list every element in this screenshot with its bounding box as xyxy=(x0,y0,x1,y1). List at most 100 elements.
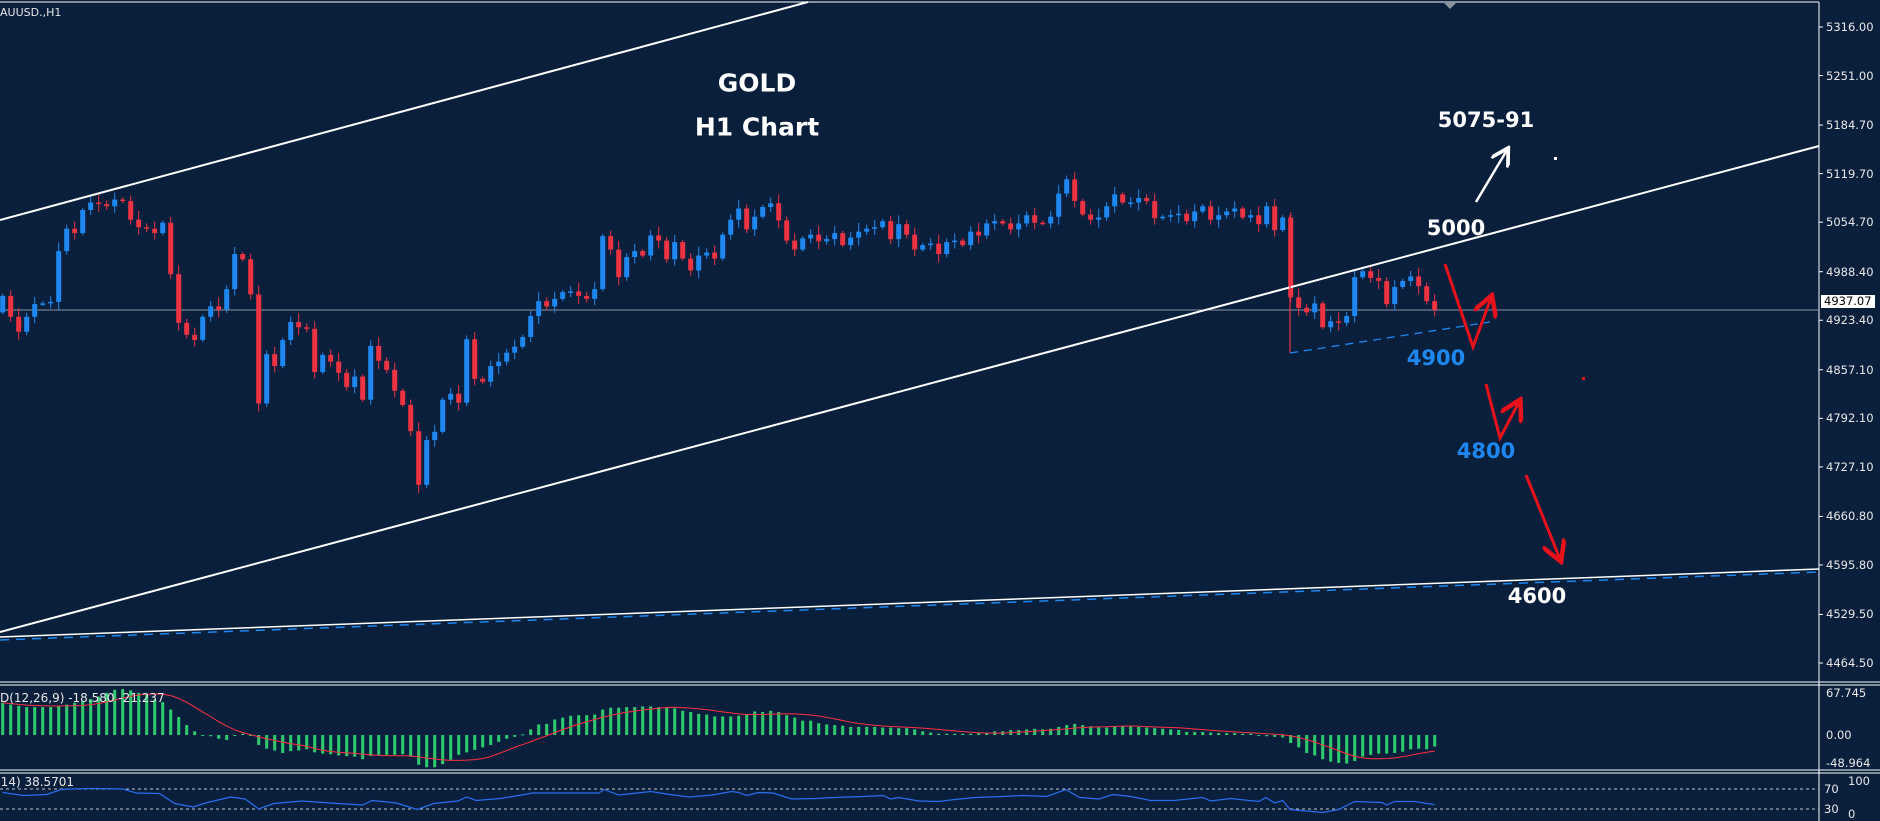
candle-bear xyxy=(152,228,158,234)
macd-histogram-bar xyxy=(265,735,269,749)
candle-bull xyxy=(968,231,974,246)
macd-histogram-bar xyxy=(1217,733,1221,735)
upper-channel-line[interactable] xyxy=(0,1,809,221)
macd-histogram-bar xyxy=(649,706,653,735)
candle-bull xyxy=(1352,277,1358,317)
candle-bull xyxy=(528,316,534,337)
macd-histogram-bar xyxy=(537,724,541,735)
candle-bear xyxy=(384,360,390,370)
candle-bear xyxy=(1320,303,1326,328)
macd-histogram-bar xyxy=(1041,729,1045,735)
macd-histogram-bar xyxy=(1337,735,1341,763)
macd-histogram-bar xyxy=(121,689,125,735)
macd-histogram-bar xyxy=(257,735,261,745)
price-axis-tick: 4857.10 xyxy=(1826,362,1874,377)
candle-bear xyxy=(312,328,318,373)
lower-channel-line[interactable] xyxy=(0,145,1820,633)
candle-bear xyxy=(16,316,22,332)
macd-histogram-bar xyxy=(441,735,445,765)
rsi-axis-70: 70 xyxy=(1824,782,1839,796)
candle-bear xyxy=(576,291,582,296)
macd-histogram-bar xyxy=(137,692,141,735)
macd-histogram-bar xyxy=(689,712,693,735)
candle-bull xyxy=(992,221,998,224)
candle-bull xyxy=(208,306,214,317)
macd-histogram-bar xyxy=(49,707,53,735)
macd-histogram-bar xyxy=(313,735,317,753)
candle-bear xyxy=(400,390,406,405)
candle-bear xyxy=(1040,222,1046,225)
macd-histogram-bar xyxy=(553,719,557,735)
candle-bull xyxy=(568,291,574,293)
candle-bull xyxy=(1176,213,1182,216)
candle-bear xyxy=(416,431,422,485)
candle-bull xyxy=(824,239,830,242)
local-support-dashed-line[interactable] xyxy=(1289,321,1491,354)
candle-bull xyxy=(40,303,46,305)
candle-bull xyxy=(520,336,526,347)
candle-bear xyxy=(1288,217,1294,298)
candle-bull xyxy=(1264,206,1270,225)
red-zigzag-arrow-1[interactable] xyxy=(1443,263,1491,352)
macd-histogram-bar xyxy=(865,726,869,735)
price-axis-tick: 5184.70 xyxy=(1826,118,1874,133)
price-axis-tick: 4660.80 xyxy=(1826,509,1874,524)
macd-histogram-bar xyxy=(593,714,597,735)
candle-bull xyxy=(1056,193,1062,217)
candle-bull xyxy=(80,209,86,234)
candle-bull xyxy=(160,222,166,234)
macd-histogram-bar xyxy=(761,712,765,735)
macd-histogram-bar xyxy=(1273,735,1277,737)
macd-histogram-bar xyxy=(665,707,669,735)
candle-bull xyxy=(464,339,470,403)
candle-bear xyxy=(192,334,198,340)
candle-bear xyxy=(792,240,798,250)
macd-histogram-bar xyxy=(1113,726,1117,735)
symbol-label: AUUSD.,H1 xyxy=(0,6,62,19)
candle-bull xyxy=(928,243,934,246)
macd-histogram-bar xyxy=(153,699,157,735)
candle-bull xyxy=(1128,202,1134,205)
support-line-4600[interactable] xyxy=(0,568,1820,638)
candle-bear xyxy=(976,231,982,236)
macd-histogram-bar xyxy=(129,690,133,735)
rsi-panel xyxy=(0,787,1819,814)
macd-histogram-bar xyxy=(577,715,581,735)
macd-histogram-bar xyxy=(209,735,213,737)
macd-histogram-bar xyxy=(1121,726,1125,735)
candle-bull xyxy=(536,301,542,317)
candle-bull xyxy=(560,292,566,299)
candle-bull xyxy=(424,440,430,485)
candle-bull xyxy=(848,237,854,246)
macd-histogram-bar xyxy=(809,720,813,735)
candle-bear xyxy=(640,251,646,256)
candle-bull xyxy=(896,224,902,240)
red-down-arrow[interactable] xyxy=(1524,474,1560,559)
macd-histogram-bar xyxy=(793,717,797,735)
macd-histogram-bar xyxy=(249,735,253,736)
macd-histogram-bar xyxy=(1265,735,1269,737)
macd-histogram-bar xyxy=(977,733,981,735)
white-up-arrow[interactable] xyxy=(1474,150,1507,203)
candle-bull xyxy=(1248,215,1254,218)
candle-bull xyxy=(856,231,862,238)
red-zigzag-arrow-2[interactable] xyxy=(1484,383,1519,443)
macd-histogram-bar xyxy=(905,728,909,735)
macd-histogram-bar xyxy=(353,735,357,757)
macd-axis-max: 67.745 xyxy=(1826,686,1867,700)
candle-bull xyxy=(1280,217,1286,231)
macd-histogram-bar xyxy=(785,715,789,735)
macd-histogram-bar xyxy=(433,735,437,768)
macd-histogram-bar xyxy=(1233,733,1237,735)
macd-histogram-bar xyxy=(465,735,469,753)
candle-bear xyxy=(408,404,414,432)
candle-bear xyxy=(1000,221,1006,224)
red-dot xyxy=(1582,377,1585,380)
candle-bull xyxy=(112,199,118,207)
candle-bear xyxy=(840,233,846,246)
chart-shift-marker-icon[interactable] xyxy=(1444,3,1456,9)
candle-bull xyxy=(368,345,374,400)
macd-histogram-bar xyxy=(417,735,421,765)
